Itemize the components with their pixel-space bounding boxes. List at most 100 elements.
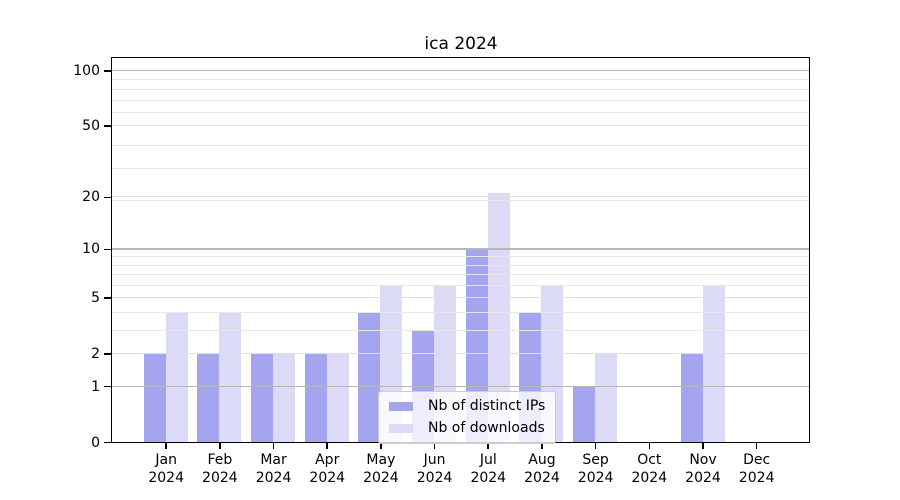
y-tick-label-1: 1 bbox=[91, 378, 100, 395]
x-tick-mark-feb bbox=[219, 443, 221, 449]
y-tick-mark-50 bbox=[104, 125, 111, 127]
x-tick-label-jul: Jul 2024 bbox=[456, 451, 520, 487]
gridline-minor bbox=[112, 144, 809, 146]
bar-nb-of-distinct-ips-apr bbox=[304, 353, 327, 442]
x-label-month: Nov bbox=[689, 452, 717, 468]
gridline-minor bbox=[112, 167, 809, 169]
gridline-minor bbox=[112, 284, 809, 286]
x-tick-mark-jun bbox=[433, 443, 436, 449]
x-label-month: Dec bbox=[743, 452, 771, 468]
x-tick-mark-mar bbox=[272, 443, 275, 449]
bar-nb-of-downloads-jul bbox=[487, 193, 510, 442]
x-label-month: Apr bbox=[315, 452, 340, 468]
gridline-minor bbox=[112, 79, 809, 81]
y-tick-mark-100 bbox=[104, 70, 111, 72]
gridline-minor bbox=[112, 311, 809, 313]
x-label-year: 2024 bbox=[255, 470, 292, 486]
gridline-2 bbox=[112, 352, 809, 354]
x-tick-label-feb: Feb 2024 bbox=[188, 451, 252, 487]
x-label-year: 2024 bbox=[577, 470, 614, 486]
legend-item-downloads: Nb of downloads bbox=[389, 420, 545, 437]
y-tick-mark-5 bbox=[104, 297, 111, 300]
legend-swatch-distinct-ips bbox=[389, 402, 413, 411]
y-tick-label-50: 50 bbox=[82, 118, 100, 134]
x-label-year: 2024 bbox=[416, 470, 453, 486]
gridline-5 bbox=[112, 297, 809, 299]
x-tick-label-jun: Jun 2024 bbox=[403, 451, 467, 487]
bar-nb-of-distinct-ips-mar bbox=[251, 353, 274, 442]
x-tick-label-sep: Sep 2024 bbox=[564, 451, 628, 487]
x-tick-label-apr: Apr 2024 bbox=[295, 451, 359, 487]
gridline-10 bbox=[112, 248, 809, 250]
x-tick-mark-jul bbox=[487, 443, 490, 449]
x-tick-label-dec: Dec 2024 bbox=[725, 451, 789, 487]
x-tick-mark-apr bbox=[326, 443, 329, 449]
x-tick-mark-sep bbox=[594, 443, 597, 449]
x-label-month: Jul bbox=[479, 452, 497, 468]
gridline-minor bbox=[112, 256, 809, 258]
bar-nb-of-downloads-apr bbox=[326, 353, 349, 442]
y-tick-label-0: 0 bbox=[91, 434, 100, 451]
bar-nb-of-downloads-jan bbox=[165, 312, 188, 442]
gridline-50 bbox=[112, 124, 809, 126]
gridline-minor bbox=[112, 329, 809, 331]
bar-nb-of-distinct-ips-nov bbox=[680, 353, 703, 442]
x-label-month: Jun bbox=[423, 452, 446, 468]
chart-title: ica 2024 bbox=[424, 34, 498, 54]
y-tick-label-20: 20 bbox=[82, 189, 100, 206]
bar-nb-of-downloads-feb bbox=[219, 312, 242, 442]
y-tick-mark-0 bbox=[104, 441, 111, 444]
gridline-20 bbox=[112, 196, 809, 198]
x-tick-label-mar: Mar 2024 bbox=[242, 451, 306, 487]
bar-nb-of-downloads-mar bbox=[273, 353, 296, 442]
x-label-year: 2024 bbox=[309, 470, 346, 486]
gridline-minor bbox=[112, 99, 809, 101]
gridline-minor bbox=[112, 200, 809, 202]
x-tick-label-oct: Oct 2024 bbox=[617, 451, 681, 487]
x-label-year: 2024 bbox=[363, 470, 399, 486]
legend-label-distinct-ips: Nb of distinct IPs bbox=[428, 398, 546, 414]
gridline-minor bbox=[112, 274, 809, 276]
x-tick-mark-dec bbox=[755, 443, 758, 449]
x-label-month: Oct bbox=[637, 452, 662, 468]
gridline-minor bbox=[112, 264, 809, 266]
x-tick-label-may: May 2024 bbox=[349, 451, 413, 487]
y-tick-mark-1 bbox=[104, 385, 111, 388]
x-label-year: 2024 bbox=[148, 470, 184, 486]
x-label-month: Aug bbox=[528, 452, 556, 468]
x-tick-label-jan: Jan 2024 bbox=[134, 451, 198, 487]
gridline-minor bbox=[112, 111, 809, 113]
x-tick-mark-jan bbox=[165, 443, 167, 449]
legend-swatch-downloads bbox=[389, 424, 413, 433]
gridline-1 bbox=[112, 385, 809, 387]
x-tick-mark-oct bbox=[648, 443, 651, 449]
legend-label-downloads: Nb of downloads bbox=[428, 420, 545, 436]
x-tick-mark-may bbox=[380, 443, 382, 449]
x-label-month: May bbox=[366, 452, 396, 468]
legend: Nb of distinct IPs Nb of downloads bbox=[378, 391, 557, 444]
x-label-year: 2024 bbox=[631, 470, 668, 486]
x-label-year: 2024 bbox=[202, 470, 238, 486]
x-label-year: 2024 bbox=[685, 470, 721, 486]
y-tick-label-5: 5 bbox=[91, 290, 100, 307]
plot-area bbox=[111, 57, 810, 443]
x-tick-mark-aug bbox=[541, 443, 543, 449]
bar-nb-of-distinct-ips-feb bbox=[197, 353, 220, 442]
x-label-month: Feb bbox=[207, 452, 233, 468]
x-tick-mark-nov bbox=[702, 443, 704, 449]
x-label-year: 2024 bbox=[470, 470, 507, 486]
x-label-month: Sep bbox=[582, 452, 609, 468]
x-label-year: 2024 bbox=[738, 470, 775, 486]
bar-nb-of-distinct-ips-jan bbox=[143, 353, 166, 442]
gridline-minor bbox=[112, 88, 809, 90]
x-tick-label-aug: Aug 2024 bbox=[510, 451, 574, 487]
x-label-year: 2024 bbox=[524, 470, 560, 486]
y-tick-label-10: 10 bbox=[82, 241, 100, 258]
bar-nb-of-distinct-ips-may bbox=[358, 312, 381, 442]
x-tick-label-nov: Nov 2024 bbox=[671, 451, 735, 487]
bar-nb-of-distinct-ips-sep bbox=[573, 386, 596, 442]
y-tick-label-2: 2 bbox=[91, 346, 100, 363]
bar-nb-of-downloads-nov bbox=[702, 285, 725, 442]
x-label-month: Mar bbox=[260, 452, 287, 468]
